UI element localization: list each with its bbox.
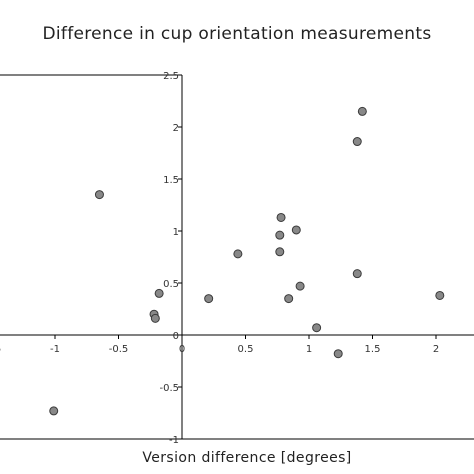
- x-tick-label: -0.5: [109, 344, 129, 355]
- data-point: [204, 294, 214, 304]
- data-point: [295, 281, 305, 291]
- y-tick-label: -1: [169, 435, 179, 446]
- data-point: [49, 406, 59, 416]
- data-point: [435, 290, 445, 300]
- y-tick-label: -0.5: [159, 383, 179, 394]
- y-tick-label: 2.5: [163, 71, 179, 82]
- data-point: [154, 288, 164, 298]
- data-point: [333, 349, 343, 359]
- x-tick-label: 0.5: [238, 344, 254, 355]
- data-point: [284, 294, 294, 304]
- data-point: [312, 323, 322, 333]
- y-tick-label: 1.5: [163, 175, 179, 186]
- x-tick-label: -1: [50, 344, 60, 355]
- data-point: [291, 225, 301, 235]
- data-point: [94, 190, 104, 200]
- y-tick-label: 0: [173, 331, 179, 342]
- chart-title: Difference in cup orientation measuremen…: [42, 24, 432, 44]
- x-tick-label: 1.5: [365, 344, 381, 355]
- data-point: [352, 269, 362, 279]
- y-tick-label: 2: [173, 123, 179, 134]
- data-point: [276, 212, 286, 222]
- axes-group: [0, 74, 474, 440]
- y-tick-label: 0.5: [163, 279, 179, 290]
- data-point: [275, 230, 285, 240]
- data-point: [233, 249, 243, 259]
- y-tick-label: 1: [173, 227, 179, 238]
- x-axis-label: Version difference [degrees]: [142, 450, 352, 466]
- data-point: [150, 313, 160, 323]
- x-tick-label: 1: [306, 344, 312, 355]
- ticks-group: -1.5 -1 -0.5 0 0.5 1 1.5 2 -1 -0.5 0 0.5 1 1.5 2 2.5: [0, 71, 439, 446]
- x-tick-label: 0: [179, 344, 185, 355]
- points-group: [49, 106, 445, 416]
- data-point: [275, 247, 285, 257]
- data-point: [352, 137, 362, 147]
- data-point: [357, 106, 367, 116]
- x-tick-label: -1.5: [0, 344, 1, 355]
- x-tick-label: 2: [433, 344, 439, 355]
